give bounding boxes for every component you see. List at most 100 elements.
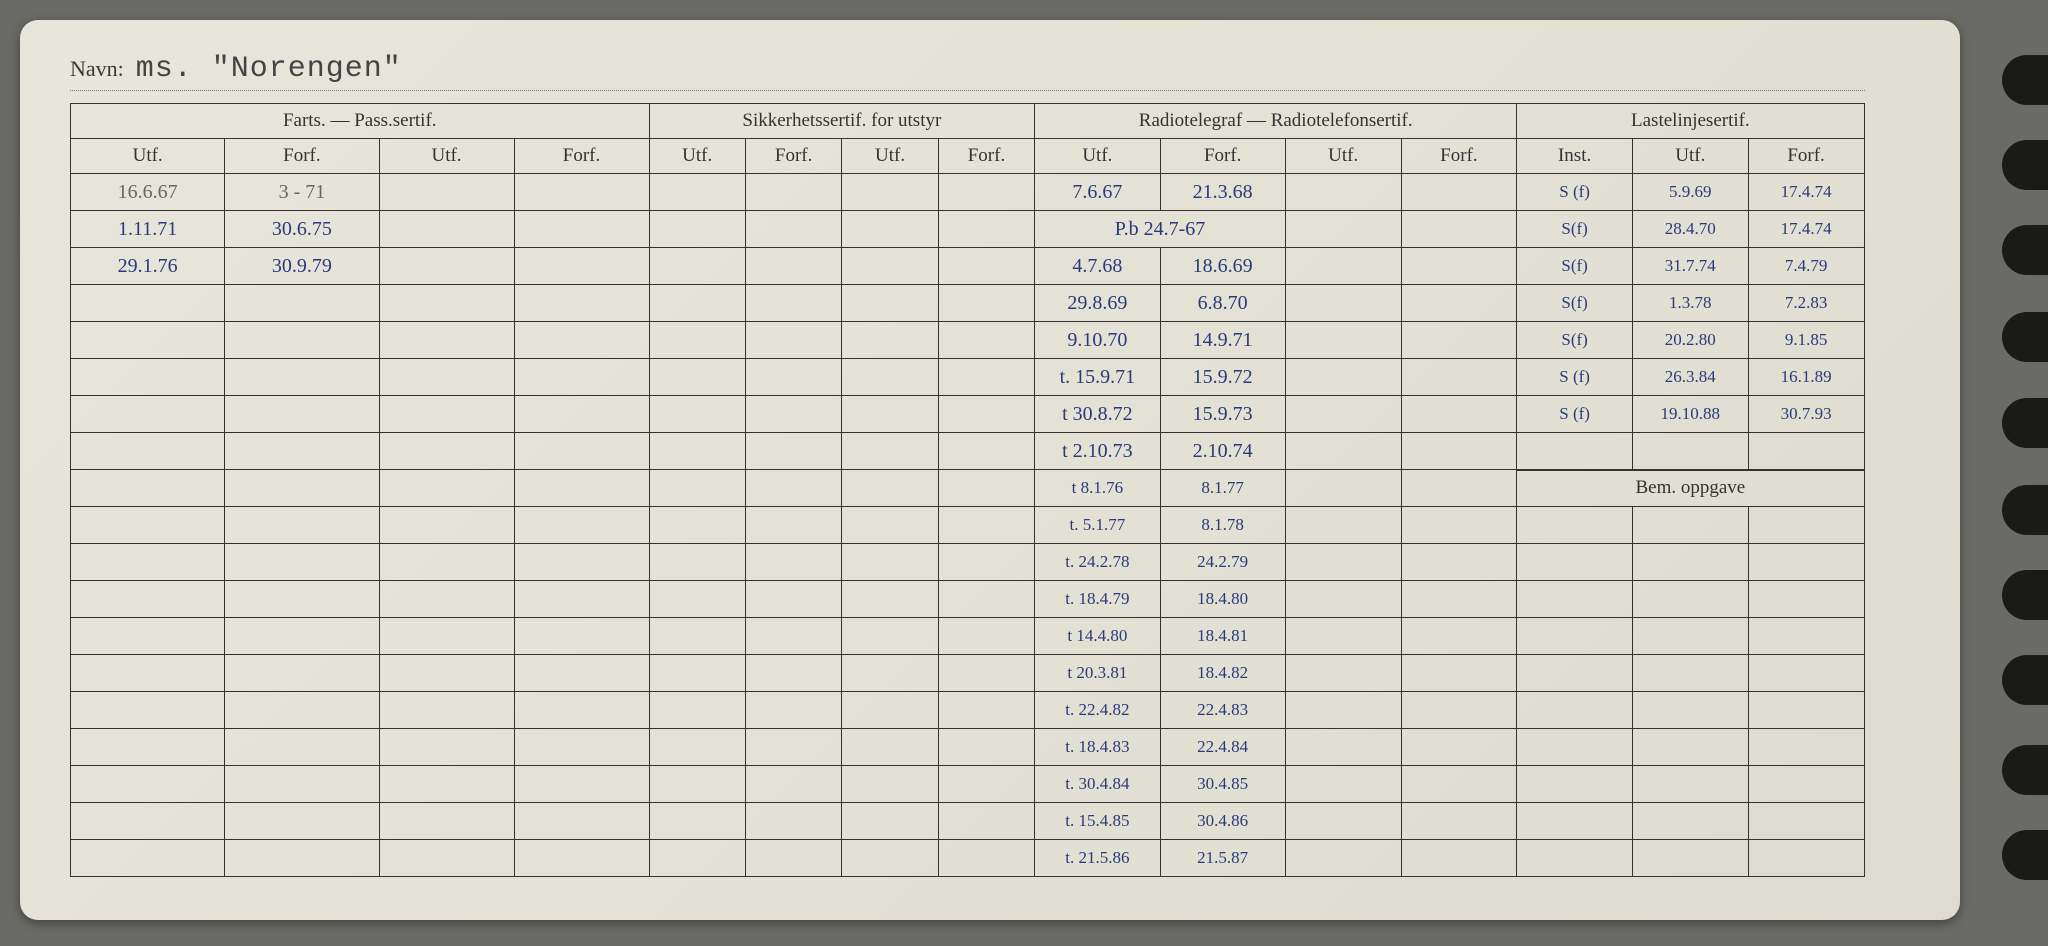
col-forf: Forf.: [225, 139, 379, 174]
cell: 7.2.83: [1748, 285, 1864, 322]
cell: 8.1.77: [1160, 470, 1285, 507]
cell: [745, 396, 841, 433]
table-row: t. 5.1.778.1.78: [71, 507, 1865, 544]
cell: [842, 655, 938, 692]
cell: S (f): [1517, 359, 1633, 396]
cell: 30.9.79: [225, 248, 379, 285]
cell: [225, 840, 379, 877]
cell: t 2.10.73: [1035, 433, 1160, 470]
cell: [225, 766, 379, 803]
cell: [1632, 433, 1748, 470]
cell: [71, 729, 225, 766]
cell: [1517, 618, 1633, 655]
cell: t 30.8.72: [1035, 396, 1160, 433]
cell: [1632, 729, 1748, 766]
cell: [649, 285, 745, 322]
cell: [938, 396, 1034, 433]
cell: [1748, 766, 1864, 803]
bem-header: Bem. oppgave: [1517, 470, 1864, 507]
col-group-radio: Radiotelegraf — Radiotelefonsertif.: [1035, 104, 1517, 139]
cell: S (f): [1517, 174, 1633, 211]
cell: t. 24.2.78: [1035, 544, 1160, 581]
cell: [649, 803, 745, 840]
cell: [1285, 211, 1401, 248]
cell: 24.2.79: [1160, 544, 1285, 581]
cell: [1401, 359, 1517, 396]
cell: [379, 544, 514, 581]
table-row: t. 18.4.8322.4.84: [71, 729, 1865, 766]
cell: 17.4.74: [1748, 211, 1864, 248]
cell: t. 18.4.79: [1035, 581, 1160, 618]
cell: [1517, 766, 1633, 803]
cell: [1401, 396, 1517, 433]
table-row: t 20.3.8118.4.82: [71, 655, 1865, 692]
table-row: 16.6.673 - 717.6.6721.3.68S (f)5.9.6917.…: [71, 174, 1865, 211]
cell: [649, 248, 745, 285]
col-utf: Utf.: [1285, 139, 1401, 174]
cell: t. 21.5.86: [1035, 840, 1160, 877]
cell: 18.4.80: [1160, 581, 1285, 618]
cell: [649, 729, 745, 766]
cell: [649, 544, 745, 581]
cell: 18.6.69: [1160, 248, 1285, 285]
cell: [379, 507, 514, 544]
cell: [71, 618, 225, 655]
cell: [71, 692, 225, 729]
col-group-farts: Farts. — Pass.sertif.: [71, 104, 650, 139]
cell: [745, 470, 841, 507]
cell: [842, 618, 938, 655]
cell: [745, 544, 841, 581]
cell: [842, 359, 938, 396]
cell: 16.6.67: [71, 174, 225, 211]
cell: [514, 729, 649, 766]
cell: [938, 211, 1034, 248]
cell: [514, 655, 649, 692]
binder-hole: [2002, 570, 2048, 620]
cell: [379, 803, 514, 840]
cell: 3 - 71: [225, 174, 379, 211]
cell: 22.4.83: [1160, 692, 1285, 729]
cell: [1632, 692, 1748, 729]
cell: 6.8.70: [1160, 285, 1285, 322]
cell: [938, 618, 1034, 655]
cell: [1632, 618, 1748, 655]
table-row: 9.10.7014.9.71S(f)20.2.809.1.85: [71, 322, 1865, 359]
cell: [842, 692, 938, 729]
cell: [71, 803, 225, 840]
cell: 26.3.84: [1632, 359, 1748, 396]
cell: [938, 840, 1034, 877]
cell: [1748, 433, 1864, 470]
cell: [745, 581, 841, 618]
cell: 16.1.89: [1748, 359, 1864, 396]
table-row: t. 15.9.7115.9.72S (f)26.3.8416.1.89: [71, 359, 1865, 396]
cell: t. 18.4.83: [1035, 729, 1160, 766]
cell: [514, 803, 649, 840]
table-body: 16.6.673 - 717.6.6721.3.68S (f)5.9.6917.…: [71, 174, 1865, 877]
cell: [514, 285, 649, 322]
cell: [1285, 544, 1401, 581]
table-row: t. 22.4.8222.4.83: [71, 692, 1865, 729]
cell: 15.9.73: [1160, 396, 1285, 433]
binder-hole: [2002, 398, 2048, 448]
cell: [842, 470, 938, 507]
table-row: t 14.4.8018.4.81: [71, 618, 1865, 655]
cell: 9.1.85: [1748, 322, 1864, 359]
cell: [1632, 766, 1748, 803]
cell: [1632, 581, 1748, 618]
cell: [1285, 433, 1401, 470]
cell: [938, 766, 1034, 803]
cell: [938, 581, 1034, 618]
cell: [1401, 581, 1517, 618]
cell: [938, 470, 1034, 507]
cell: [938, 544, 1034, 581]
cell: [514, 359, 649, 396]
binder-hole: [2002, 655, 2048, 705]
col-forf: Forf.: [1160, 139, 1285, 174]
cell: [938, 507, 1034, 544]
cell: P.b 24.7-67: [1035, 211, 1286, 248]
cell: [1285, 655, 1401, 692]
cell: [842, 766, 938, 803]
cell: [1401, 803, 1517, 840]
cell: [745, 174, 841, 211]
cell: [938, 174, 1034, 211]
